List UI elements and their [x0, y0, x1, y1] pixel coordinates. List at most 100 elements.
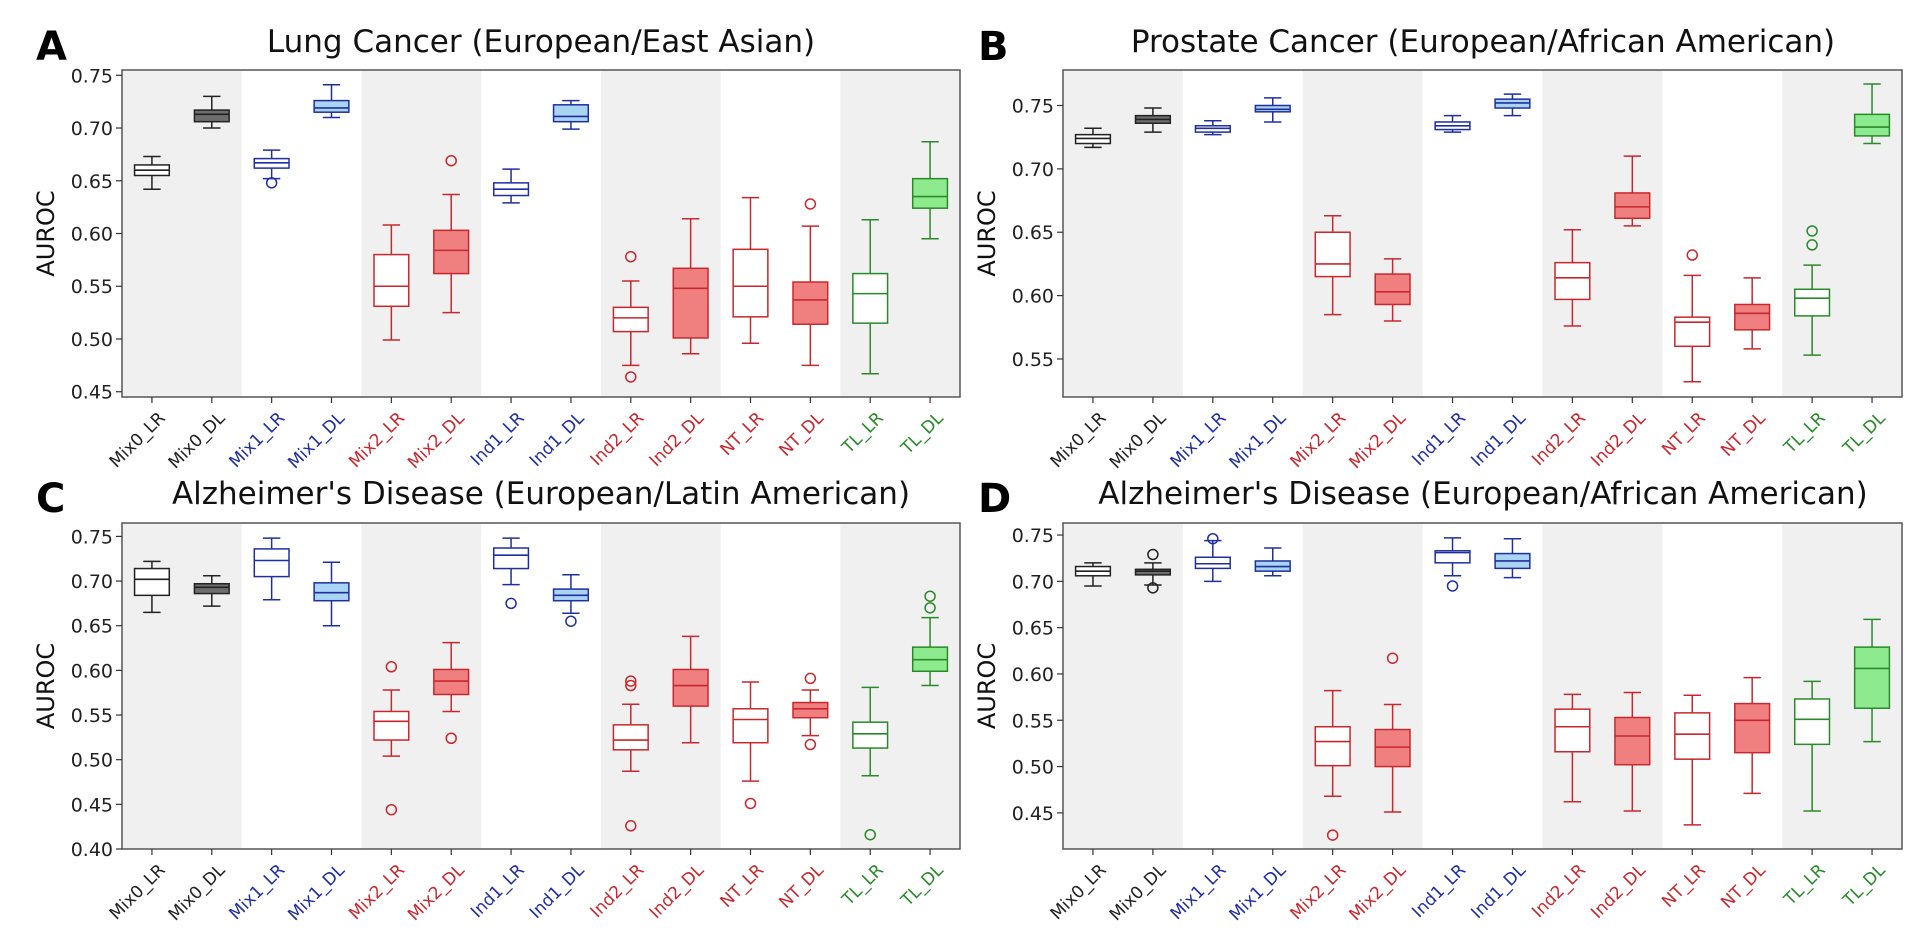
- iqr-box: [1793, 698, 1831, 746]
- iqr-box: [433, 668, 470, 696]
- box-mix2-dl: [1374, 258, 1411, 322]
- outlier-point: [1446, 580, 1459, 592]
- box-mix2-lr: [373, 661, 410, 816]
- box-tl-dl: [1853, 618, 1891, 743]
- x-tick-label: NT_LR: [1658, 860, 1710, 912]
- x-tick-label: Mix1_DL: [284, 860, 349, 925]
- box-tl-lr: [852, 219, 889, 375]
- box-mix1-dl: [1254, 97, 1291, 123]
- x-tick-label: Mix2_LR: [1287, 408, 1351, 472]
- y-tick-label: 0.55: [1012, 349, 1054, 371]
- outlier-point: [445, 154, 457, 167]
- x-tick-label: NT_LR: [716, 408, 768, 460]
- x-tick-label: TL_LR: [1780, 408, 1830, 458]
- x-tick-label: Mix1_LR: [1167, 860, 1231, 924]
- x-tick-label: Ind2_LR: [587, 408, 649, 470]
- x-tick-label: Mix0_DL: [165, 408, 230, 473]
- x-tick-label: Mix2_LR: [345, 860, 409, 924]
- iqr-box: [1314, 231, 1351, 278]
- box-nt-lr: [1674, 249, 1711, 383]
- y-tick-label: 0.70: [1012, 571, 1054, 593]
- outlier-point: [625, 250, 637, 263]
- iqr-box: [1734, 303, 1771, 331]
- iqr-box: [1853, 646, 1891, 709]
- box-mix1-dl: [313, 561, 350, 627]
- box-mix0-lr: [133, 560, 171, 614]
- outlier-point: [1207, 532, 1219, 545]
- x-tick-label: Mix1_LR: [225, 408, 289, 472]
- box-mix1-lr: [253, 149, 290, 189]
- outlier-point: [804, 672, 817, 685]
- x-tick-label: Ind2_LR: [1528, 860, 1590, 922]
- box-mix0-dl: [1134, 107, 1172, 133]
- panel-title: Prostate Cancer (European/African Americ…: [1131, 24, 1835, 60]
- x-tick-label: NT_DL: [775, 860, 828, 913]
- x-tick-label: Mix1_LR: [225, 860, 289, 924]
- x-tick-label: Mix2_LR: [345, 408, 409, 472]
- y-tick-label: 0.70: [71, 118, 113, 140]
- box-nt-dl: [1734, 676, 1771, 795]
- x-tick-label: Mix1_LR: [1167, 408, 1231, 472]
- y-axis-label: AUROC: [32, 643, 60, 729]
- box-ind2-dl: [672, 217, 709, 355]
- box-tl-lr: [1793, 680, 1831, 812]
- panel-a: A Lung Cancer (European/East Asian) AUROC 0…: [32, 24, 961, 473]
- outlier-point: [265, 177, 278, 189]
- outlier-point: [1686, 249, 1698, 261]
- outlier-point: [864, 828, 876, 841]
- y-tick-label: 0.50: [71, 750, 113, 772]
- box-ind1-dl: [552, 99, 590, 130]
- box-ind1-lr: [1434, 114, 1471, 133]
- iqr-box: [193, 582, 230, 595]
- box-mix1-dl: [1254, 547, 1291, 577]
- y-tick-label: 0.45: [71, 382, 113, 404]
- box-ind2-dl: [1614, 691, 1651, 812]
- x-tick-label: Mix2_DL: [404, 408, 469, 473]
- panel-letter: A: [36, 24, 67, 70]
- box-tl-dl: [1853, 83, 1891, 145]
- outlier-point: [625, 679, 637, 692]
- box-tl-lr: [852, 686, 889, 841]
- box-mix2-dl: [433, 154, 470, 314]
- x-tick-label: TL_DL: [1839, 408, 1890, 459]
- iqr-box: [1134, 568, 1172, 576]
- x-tick-label: Mix0_DL: [1106, 860, 1171, 925]
- outlier-point: [924, 602, 936, 614]
- box-mix2-lr: [373, 224, 410, 341]
- outlier-point: [625, 820, 637, 832]
- y-tick-label: 0.65: [71, 616, 113, 638]
- y-tick-label: 0.60: [1012, 286, 1054, 308]
- iqr-box: [612, 306, 649, 333]
- x-tick-label: Ind2_DL: [1587, 860, 1650, 923]
- box-tl-dl: [911, 590, 949, 687]
- box-nt-dl: [792, 672, 829, 751]
- background-band: [1302, 523, 1423, 849]
- box-ind1-lr: [492, 537, 530, 610]
- y-axis-label: AUROC: [973, 643, 1001, 729]
- box-ind2-lr: [612, 250, 649, 383]
- axes-frame: [121, 522, 961, 850]
- panel-b: B Prostate Cancer (European/African Ameri…: [973, 24, 1903, 473]
- iqr-box: [193, 109, 230, 123]
- x-tick-label: Ind1_LR: [467, 860, 529, 922]
- x-tick-label: Ind1_LR: [1408, 408, 1470, 470]
- y-tick-label: 0.50: [1012, 757, 1054, 779]
- box-mix0-dl: [1134, 548, 1172, 594]
- outlier-point: [924, 590, 936, 602]
- x-tick-label: Ind2_DL: [1587, 408, 1650, 471]
- box-mix2-lr: [1314, 215, 1351, 316]
- x-tick-label: TL_DL: [897, 860, 948, 911]
- iqr-box: [373, 253, 410, 308]
- y-tick-label: 0.75: [1012, 95, 1054, 117]
- y-tick-label: 0.45: [1012, 803, 1054, 825]
- box-ind2-lr: [612, 675, 649, 832]
- x-tick-label: Mix1_DL: [1226, 860, 1291, 925]
- y-tick-label: 0.75: [71, 526, 113, 548]
- panel-letter: C: [36, 476, 65, 522]
- x-tick-label: Ind2_LR: [1528, 408, 1590, 470]
- y-tick-label: 0.60: [1012, 664, 1054, 686]
- y-tick-label: 0.75: [71, 65, 113, 87]
- box-ind1-dl: [552, 574, 590, 627]
- outlier-point: [1806, 225, 1818, 237]
- panel-title: Alzheimer's Disease (European/African Am…: [1098, 476, 1867, 512]
